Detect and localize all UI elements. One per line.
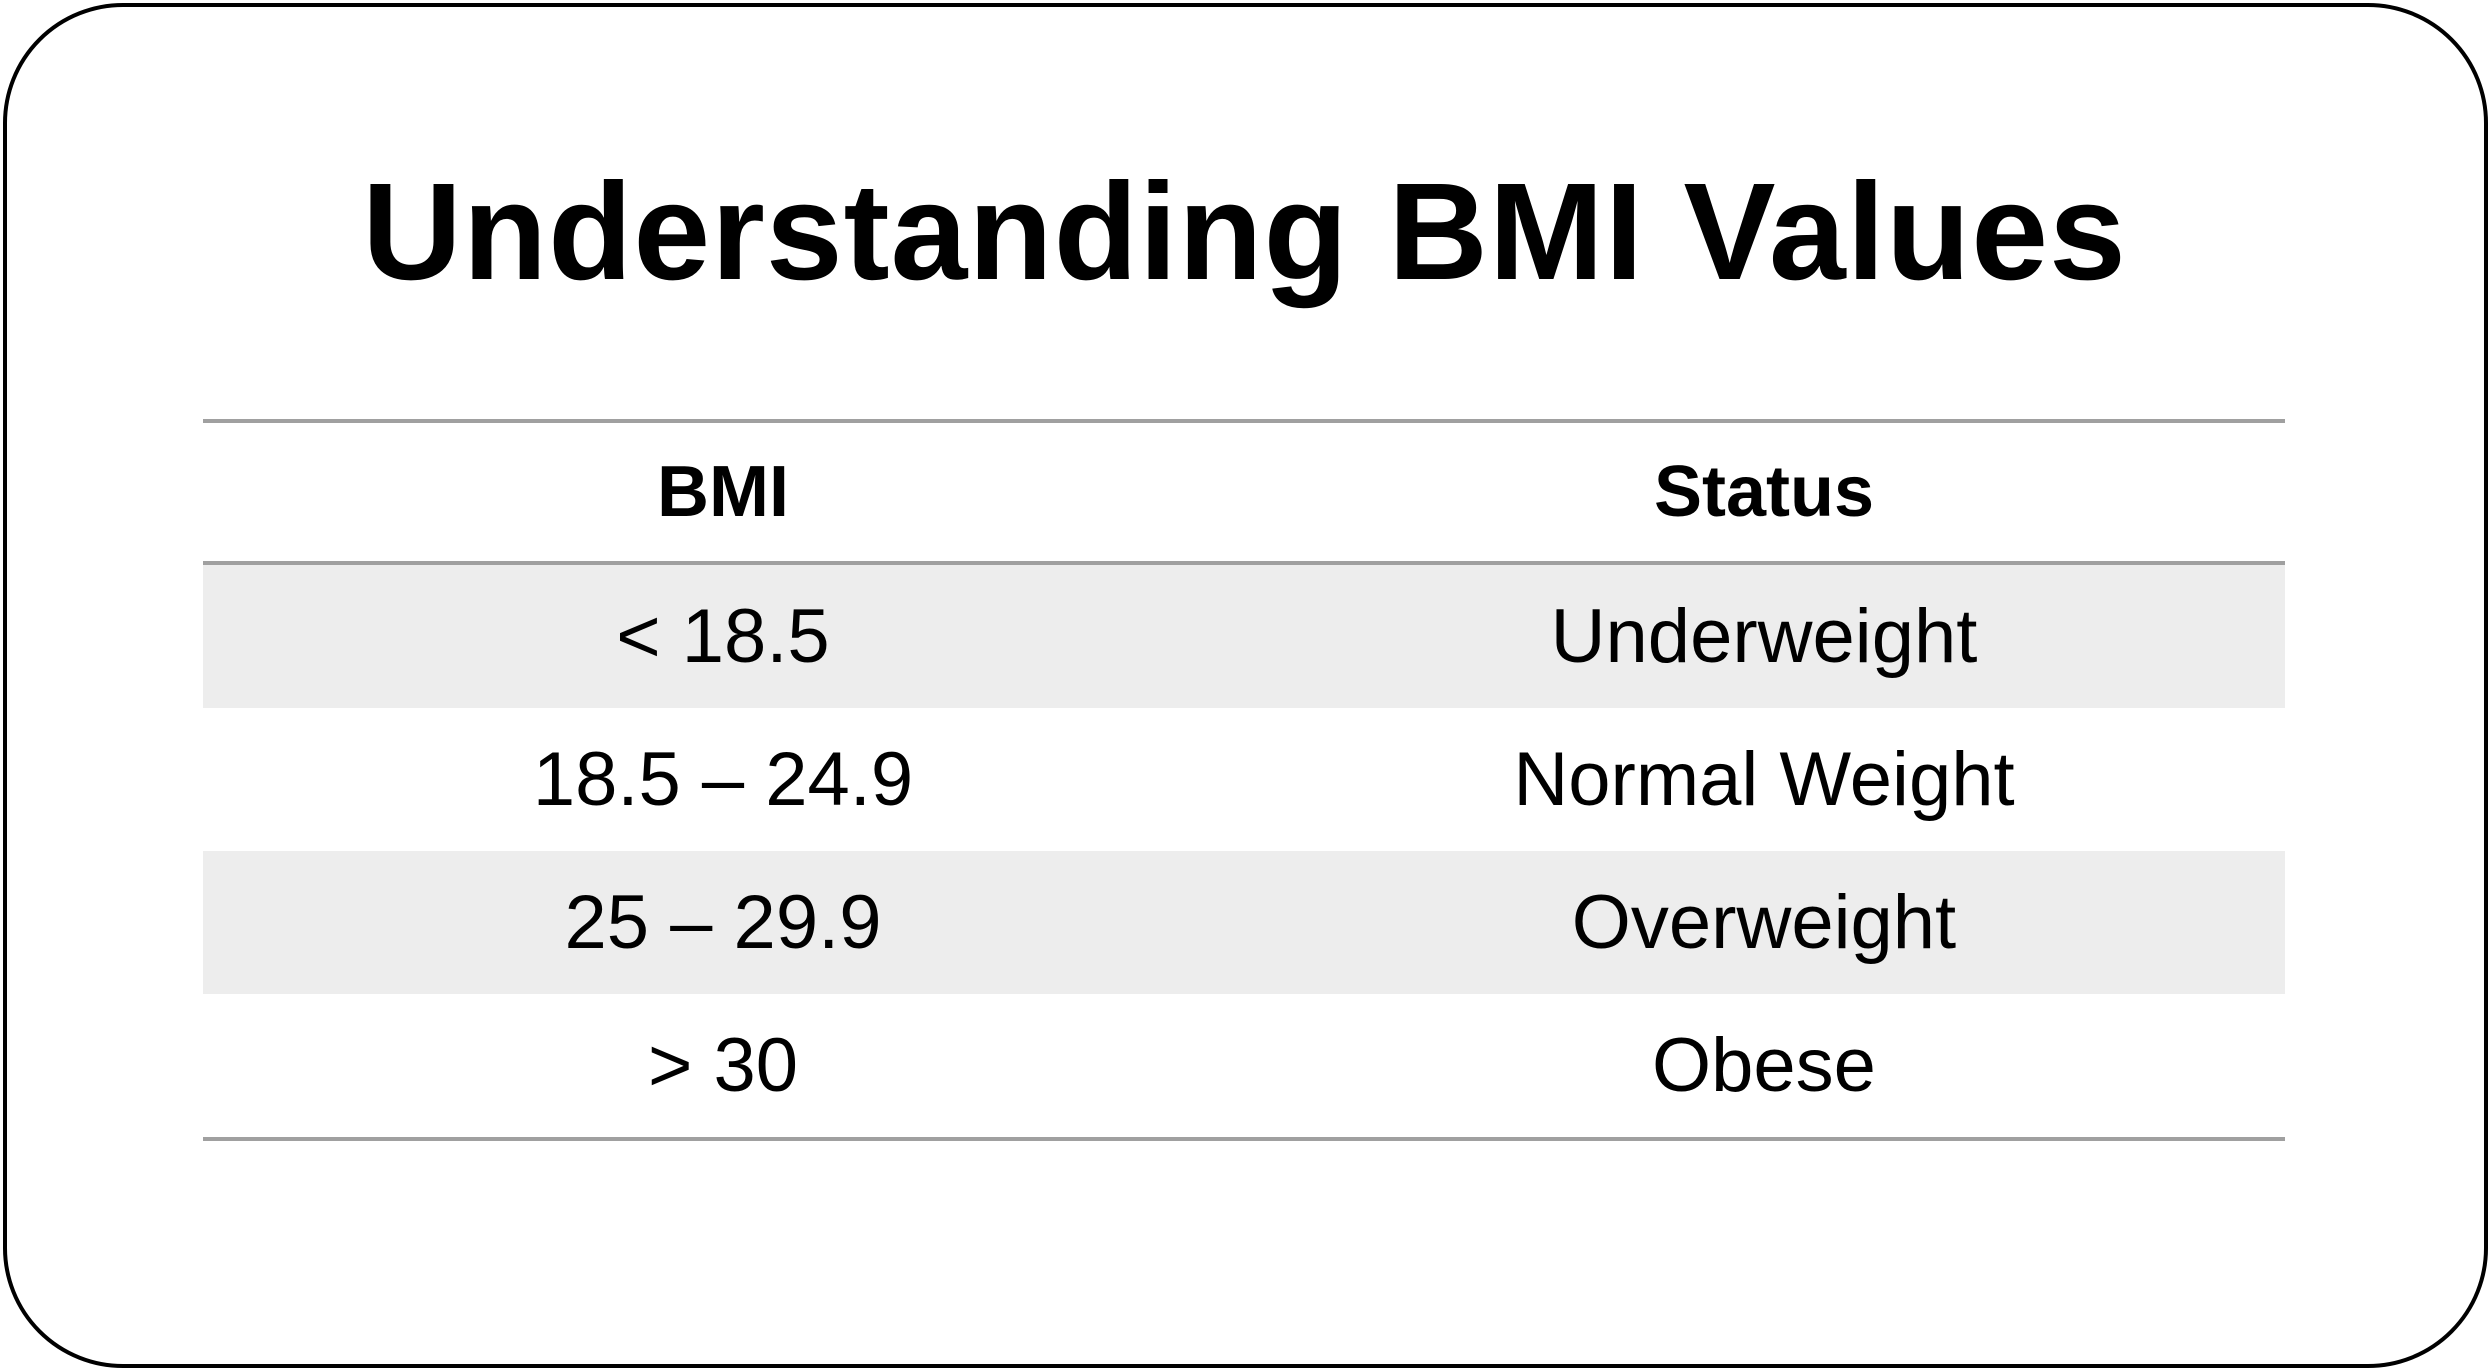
status-cell: Obese xyxy=(1652,1022,1876,1108)
table-bottom-rule xyxy=(203,1137,2285,1141)
table-header-rule xyxy=(203,561,2285,565)
status-cell: Normal Weight xyxy=(1513,736,2015,822)
status-cell: Overweight xyxy=(1571,879,1957,965)
table-row: > 30 Obese xyxy=(203,994,2285,1137)
status-cell: Underweight xyxy=(1550,593,1978,679)
table-top-rule xyxy=(203,419,2285,423)
bmi-cell: < 18.5 xyxy=(616,593,830,679)
bmi-cell: > 30 xyxy=(647,1022,799,1108)
table-row: 25 – 29.9 Overweight xyxy=(203,851,2285,994)
table-row: < 18.5 Underweight xyxy=(203,565,2285,708)
table-header-row: BMI Status xyxy=(203,423,2285,561)
header-bmi: BMI xyxy=(657,452,789,532)
table-row: 18.5 – 24.9 Normal Weight xyxy=(203,708,2285,851)
page-title: Understanding BMI Values xyxy=(362,155,2127,309)
bmi-cell: 25 – 29.9 xyxy=(564,879,882,965)
header-status: Status xyxy=(1653,452,1875,532)
bmi-table: BMI Status < 18.5 Underweight 18.5 – 24.… xyxy=(203,419,2285,1141)
bmi-cell: 18.5 – 24.9 xyxy=(532,736,914,822)
